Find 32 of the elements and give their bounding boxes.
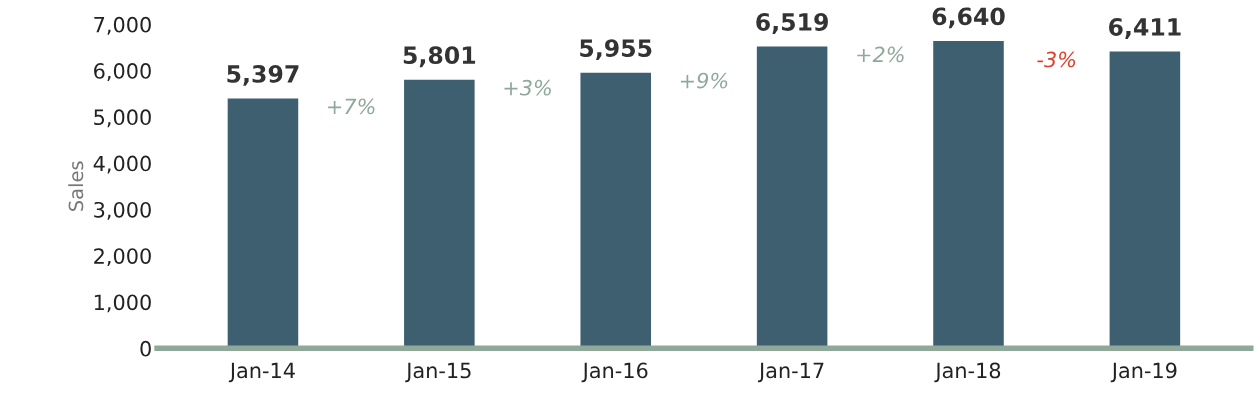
x-tick-label: Jan-18 [934,362,1001,383]
data-label: 5,955 [580,39,652,60]
y-tick-label: 1,000 [94,294,151,313]
data-label: 5,397 [227,64,299,86]
bar [756,46,828,349]
bar [933,40,1004,349]
y-tick-label: 4,000 [93,155,151,174]
x-tick-label: Jan-15 [405,362,471,383]
x-tick-label: Jan-14 [228,362,295,383]
bar [404,79,475,349]
annotation: +3% [504,79,551,96]
x-tick-label: Jan-16 [581,362,648,383]
data-label: 6,411 [1109,18,1181,39]
y-tick-label: 5,000 [94,109,151,128]
bar [1109,51,1181,349]
data-label: 5,801 [403,46,476,68]
y-tick-label: 2,000 [94,248,151,267]
y-tick-label: 3,000 [94,201,151,220]
y-tick-label: 7,000 [94,16,151,35]
x-tick-label: Jan-17 [757,362,824,383]
y-tick-label: 0 [140,340,151,357]
annotation: +7% [328,98,375,115]
x-tick-label: Jan-19 [1110,362,1177,383]
data-label: 6,519 [756,13,828,34]
annotation: -3% [1037,51,1076,68]
bar [580,72,651,349]
annotation: +2% [857,46,904,63]
data-label: 6,640 [932,7,1005,29]
y-axis-title: Sales [68,161,84,211]
y-tick-label: 6,000 [94,63,151,81]
annotation: +9% [680,72,728,89]
bar [227,98,299,349]
